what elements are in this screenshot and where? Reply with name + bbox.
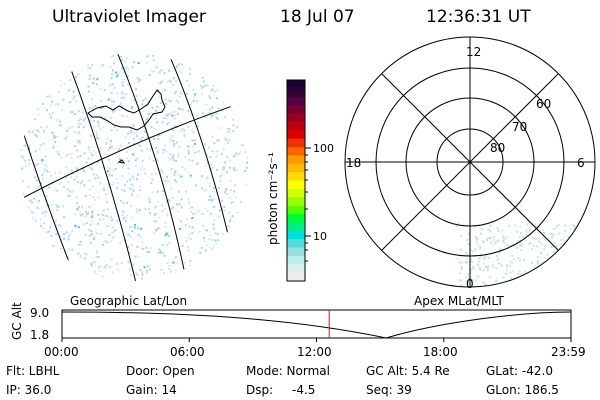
mlt-label-12: 12 <box>466 45 482 59</box>
right-emission-dots <box>456 222 582 287</box>
observation-time: 12:36:31 UT <box>426 7 531 27</box>
altitude-curve <box>61 311 572 339</box>
gc-alt-info: GC Alt: 5.4 Re <box>366 364 450 378</box>
door-info: Door: Open <box>126 364 195 378</box>
colorbar-cell <box>287 205 305 215</box>
mlat-label-60: 60 <box>536 97 552 111</box>
mlat-label-70: 70 <box>512 120 528 134</box>
glon-info: GLon: 186.5 <box>486 383 559 397</box>
instrument-title: Ultraviolet Imager <box>52 7 206 27</box>
colorbar-cell <box>287 239 305 249</box>
timeline-y-tick-min: 1.8 <box>30 328 50 342</box>
left-emission-dots <box>20 53 248 281</box>
colorbar-cell <box>287 163 305 173</box>
colorbar-cell <box>287 105 305 115</box>
island-outline <box>117 159 126 164</box>
glat-info: GLat: -42.0 <box>486 364 553 378</box>
colorbar-cell <box>287 121 305 131</box>
colorbar-cell <box>287 247 305 257</box>
colorbar-cell <box>287 155 305 165</box>
colorbar-cell <box>287 264 305 274</box>
colorbar-cell <box>287 214 305 223</box>
colorbar-cell <box>287 230 305 240</box>
coastline-outline <box>87 89 166 131</box>
timeline-y-tick-max: 9.0 <box>30 306 50 320</box>
timeline-y-axis-label: GC Alt <box>10 302 24 340</box>
colorbar-cell <box>287 96 305 106</box>
colorbar-cell <box>287 113 305 123</box>
mlat-label-80: 80 <box>490 141 506 155</box>
mlt-label-0: 0 <box>466 277 474 291</box>
polar-mlt-plot <box>344 36 596 288</box>
colorbar-tick-label-10: 10 <box>313 230 327 243</box>
mlt-label-18: 18 <box>346 156 362 170</box>
mode-info: Mode: Normal <box>246 364 330 378</box>
ip-info: IP: 36.0 <box>6 383 52 397</box>
timeline-x-tick-1800: 18:00 <box>423 345 458 359</box>
colorbar-cell <box>287 222 305 232</box>
colorbar-tick-label-100: 100 <box>313 142 334 155</box>
timeline-x-tick-1200: 12:00 <box>297 345 332 359</box>
altitude-timeline <box>61 309 572 342</box>
geographic-map <box>20 53 248 281</box>
filter-info: Flt: LBHL <box>6 364 60 378</box>
timeline-x-tick-0600: 06:00 <box>170 345 205 359</box>
timeline-x-tick-2359: 23:59 <box>551 345 586 359</box>
colorbar-cell <box>287 130 305 140</box>
colorbar-cell <box>287 272 305 282</box>
apex-map-label: Apex MLat/MLT <box>414 294 504 308</box>
colorbar-cell <box>287 80 305 89</box>
colorbar-cell <box>287 180 305 190</box>
colorbar-cell <box>287 188 305 198</box>
latitude-line <box>20 99 248 211</box>
dsp-info: Dsp: <box>246 383 274 397</box>
colorbar-cell <box>287 138 305 148</box>
dsp-value: -4.5 <box>292 383 316 397</box>
geographic-map-label: Geographic Lat/Lon <box>70 294 188 308</box>
gain-info: Gain: 14 <box>126 383 177 397</box>
timeline-x-tick-0000: 00:00 <box>44 345 79 359</box>
mlt-label-6: 6 <box>577 156 585 170</box>
colorbar-unit-label: photon cm⁻²s⁻¹ <box>266 152 280 245</box>
color-scale-bar <box>286 79 311 282</box>
seq-info: Seq: 39 <box>366 383 412 397</box>
colorbar-cell <box>287 172 305 182</box>
longitude-lines <box>20 53 248 281</box>
colorbar-cell <box>287 147 305 156</box>
colorbar-cell <box>287 255 305 265</box>
observation-date: 18 Jul 07 <box>280 7 355 27</box>
colorbar-cell <box>287 197 305 207</box>
colorbar-cell <box>287 88 305 98</box>
